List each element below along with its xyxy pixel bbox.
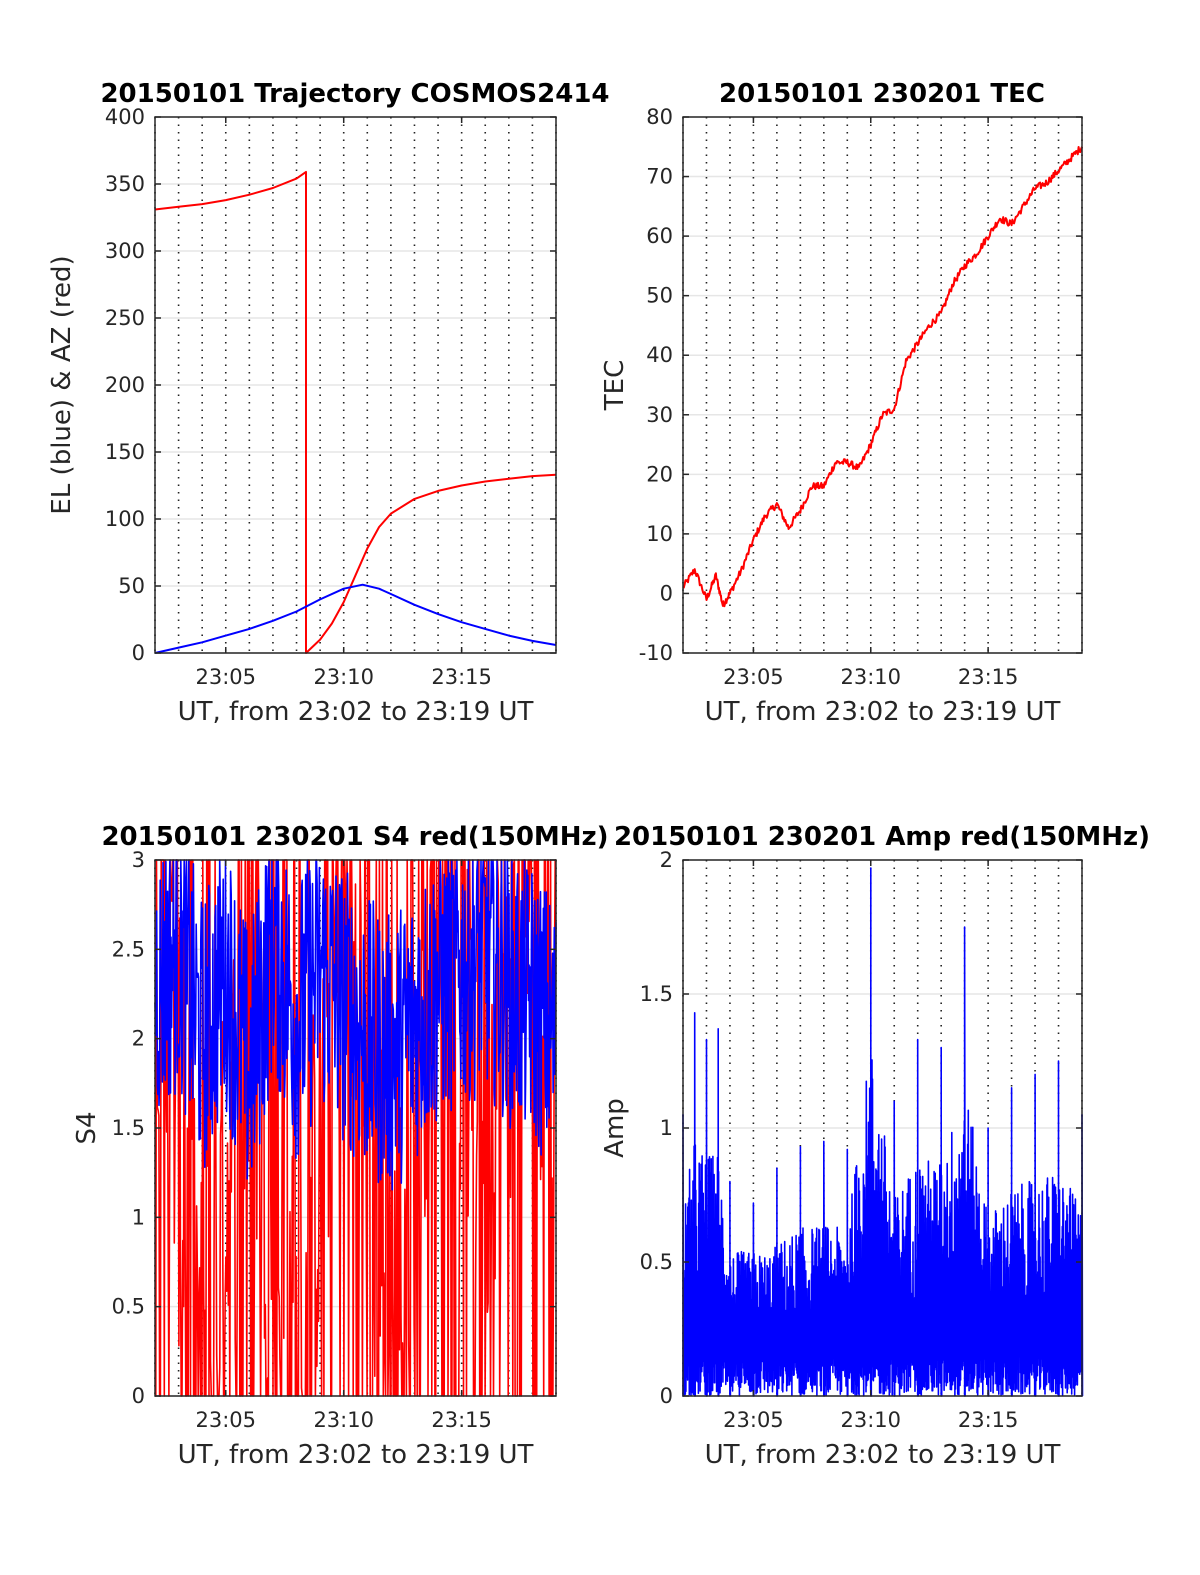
y-tick-label: 3 <box>132 848 145 872</box>
x-tick-label: 23:15 <box>958 1408 1019 1432</box>
y-tick-label: 10 <box>646 522 673 546</box>
y-axis-label: S4 <box>72 1111 102 1144</box>
x-tick-label: 23:05 <box>195 665 256 689</box>
y-tick-label: 2 <box>660 848 673 872</box>
x-tick-label: 23:15 <box>431 665 492 689</box>
x-tick-label: 23:05 <box>723 665 784 689</box>
y-axis-label: Amp <box>600 1098 630 1158</box>
chart-panel-4: 0 0.5 1 1.5 2 23:05 23:10 23:15 20150101 230201 … <box>600 822 1150 1470</box>
y-tick-label: 50 <box>118 574 145 598</box>
y-tick-label: 20 <box>646 462 673 486</box>
x-tick-label: 23:10 <box>840 665 901 689</box>
y-tick-label: 1.5 <box>640 982 673 1006</box>
y-tick-label: 40 <box>646 343 673 367</box>
x-axis-label: UT, from 23:02 to 23:19 UT <box>178 697 534 727</box>
x-tick-label: 23:10 <box>313 1408 374 1432</box>
y-tick-label: 1 <box>132 1205 145 1229</box>
chart-panel-3: 0 0.5 1 1.5 2 2.5 3 23:05 23:10 23:15 20150101 230… <box>72 822 609 1470</box>
x-axis-label: UT, from 23:02 to 23:19 UT <box>705 697 1061 727</box>
chart-panel-1: 0 50 100 150 200 250 300 350 400 23:05 23:10 23:15 2… <box>47 79 610 727</box>
y-tick-label: 150 <box>105 440 145 464</box>
y-tick-label: 70 <box>646 165 673 189</box>
y-tick-label: 1.5 <box>112 1116 145 1140</box>
chart-title: 20150101 230201 S4 red(150MHz) <box>101 822 608 852</box>
y-tick-label: 400 <box>105 105 145 129</box>
x-tick-label: 23:15 <box>958 665 1019 689</box>
y-tick-label: 0 <box>132 1384 145 1408</box>
series-line-1 <box>154 170 557 654</box>
y-tick-label: 2.5 <box>112 937 145 961</box>
chart-title: 20150101 Trajectory COSMOS2414 <box>100 79 609 109</box>
y-axis-label: TEC <box>600 360 630 411</box>
y-tick-label: 1 <box>660 1116 673 1140</box>
x-tick-label: 23:15 <box>431 1408 492 1432</box>
y-tick-label: 200 <box>105 373 145 397</box>
x-tick-label: 23:05 <box>195 1408 256 1432</box>
axes-box <box>682 116 1083 654</box>
y-tick-label: 60 <box>646 224 673 248</box>
y-tick-label: 250 <box>105 306 145 330</box>
x-tick-label: 23:10 <box>840 1408 901 1432</box>
y-tick-label: 0.5 <box>640 1250 673 1274</box>
y-tick-label: 2 <box>132 1027 145 1051</box>
y-tick-label: 50 <box>646 284 673 308</box>
x-tick-label: 23:10 <box>313 665 374 689</box>
y-axis-label: EL (blue) & AZ (red) <box>47 255 77 514</box>
series-line-1 <box>682 867 1084 1397</box>
chart-title: 20150101 230201 Amp red(150MHz) <box>614 822 1150 852</box>
y-tick-label: 0.5 <box>112 1295 145 1319</box>
y-tick-label: 30 <box>646 403 673 427</box>
y-tick-label: -10 <box>639 641 673 665</box>
chart-panel-2: -10 0 10 20 30 40 50 60 70 80 23:05 23:10 23:15 20150… <box>600 79 1083 727</box>
series-line-2 <box>154 583 557 654</box>
y-tick-label: 0 <box>132 641 145 665</box>
y-tick-label: 100 <box>105 507 145 531</box>
series-line-1 <box>682 146 1083 608</box>
y-tick-label: 80 <box>646 105 673 129</box>
x-tick-label: 23:05 <box>723 1408 784 1432</box>
chart-title: 20150101 230201 TEC <box>719 79 1045 109</box>
series-line-2 <box>154 859 557 1191</box>
x-axis-label: UT, from 23:02 to 23:19 UT <box>705 1440 1061 1470</box>
y-tick-label: 0 <box>660 1384 673 1408</box>
y-tick-label: 0 <box>660 581 673 605</box>
y-tick-label: 350 <box>105 172 145 196</box>
x-axis-label: UT, from 23:02 to 23:19 UT <box>178 1440 534 1470</box>
y-tick-label: 300 <box>105 239 145 263</box>
